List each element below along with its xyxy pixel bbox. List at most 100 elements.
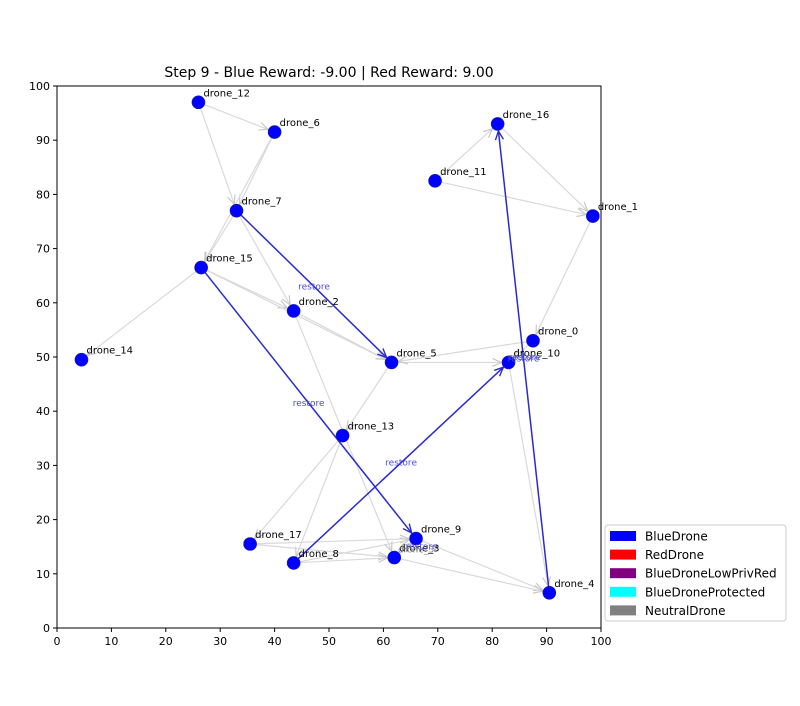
neutral-edge (255, 435, 344, 539)
neutral-edge (250, 539, 409, 545)
edge-labels: restorerestorerestorerestorerestoreresto… (293, 283, 542, 556)
legend-frame (604, 524, 787, 622)
legend-label: BlueDrone (645, 530, 708, 544)
restore-edge (235, 210, 387, 358)
legend: BlueDrone RedDrone BlueDroneLowPrivRed Blue… (604, 524, 787, 622)
neutral-edge (197, 102, 234, 204)
drone-label: drone_12 (203, 88, 250, 99)
neutral-edge (415, 538, 543, 591)
x-tick-label: 20 (159, 635, 173, 648)
edge-label: drone_3 (398, 545, 434, 555)
legend-label: BlueDroneProtected (645, 585, 765, 599)
neutral-edge (250, 543, 387, 557)
drone-node (191, 95, 206, 110)
x-tick-label: 30 (213, 635, 227, 648)
drone-label: drone_5 (397, 348, 437, 359)
drone-node (490, 117, 505, 131)
restore-edge-label: restore (298, 283, 330, 293)
x-tick-label: 60 (376, 635, 390, 648)
x-tick-label: 50 (322, 635, 336, 648)
drone-node (409, 531, 423, 546)
y-tick-label: 50 (36, 351, 50, 364)
drone-node (194, 260, 208, 275)
y-tick-label: 90 (36, 134, 50, 147)
edge-label: restore (509, 353, 541, 363)
drone-label: drone_15 (206, 254, 253, 265)
drone-label: drone_14 (86, 346, 133, 357)
legend-label: BlueDroneLowPrivRed (645, 567, 777, 581)
drone-node (286, 556, 301, 570)
legend-label: NeutralDrone (645, 604, 726, 618)
drone-node (542, 585, 557, 600)
legend-swatch (610, 605, 636, 616)
drone-label: drone_3 (399, 544, 439, 555)
x-tick-label: 40 (268, 635, 282, 648)
x-tick-label: 90 (540, 635, 554, 648)
drone-node (428, 174, 442, 188)
legend-swatch (610, 531, 636, 541)
y-tick-label: 0 (43, 622, 50, 635)
legend-swatch (610, 568, 636, 579)
drone-node (286, 304, 301, 318)
legend-label: RedDrone (645, 548, 704, 562)
drone-label: drone_6 (280, 118, 320, 129)
drone-label: drone_16 (503, 110, 550, 121)
y-tick-label: 30 (36, 459, 50, 472)
x-axis: 0 10 20 30 40 50 60 70 80 90 100 (54, 628, 612, 648)
neutral-edge (497, 123, 588, 211)
neutral-edge (205, 210, 238, 262)
neutral-edge (507, 362, 549, 585)
neutral-edge (346, 362, 393, 429)
neutral-edge (198, 101, 268, 129)
drone-node (526, 333, 540, 348)
drone-label: drone_10 (514, 348, 561, 359)
drone-label: drone_13 (348, 422, 395, 433)
drone-node (74, 352, 89, 367)
x-tick-label: 70 (431, 635, 445, 648)
y-axis: 0 10 20 30 40 50 60 70 80 90 100 (29, 80, 57, 635)
y-tick-label: 20 (36, 514, 50, 527)
y-tick-label: 70 (36, 243, 50, 256)
neutral-edge (296, 435, 344, 557)
drone-node (387, 550, 402, 565)
neutral-edge (536, 215, 594, 334)
restore-edge (498, 131, 551, 593)
restore-edge-label: restore (385, 459, 417, 469)
drone-label: drone_7 (242, 197, 282, 208)
drone-label: drone_8 (299, 549, 339, 560)
drone-label: drone_2 (299, 297, 339, 308)
y-tick-label: 40 (36, 405, 50, 418)
drone-node (501, 355, 516, 370)
neutral-edge (434, 180, 586, 215)
drone-node (335, 428, 350, 443)
drone-nodes: drone_0 drone_1 drone_2 drone_3 drone_4 drone… (74, 88, 638, 600)
legend-swatch (610, 586, 636, 597)
x-tick-label: 0 (54, 635, 61, 648)
drone-node (267, 125, 282, 139)
neutral-edge (398, 340, 534, 362)
drone-label: drone_1 (598, 202, 638, 213)
neutral-edge (235, 210, 291, 305)
y-tick-label: 80 (36, 188, 50, 201)
drone-label: drone_11 (440, 167, 487, 178)
restore-edge (293, 367, 504, 564)
edge-label: restore (406, 543, 438, 553)
neutral-edge (87, 267, 202, 356)
drone-node (586, 209, 600, 223)
restore-edge-label: restore (508, 354, 540, 364)
neutral-edge (204, 131, 276, 261)
drone-label: drone_0 (538, 327, 578, 338)
drone-node (243, 537, 257, 551)
x-tick-label: 10 (104, 635, 118, 648)
drone-label: drone_4 (554, 579, 594, 590)
drone-node (229, 203, 244, 218)
neutral-edge (240, 131, 276, 204)
drone-label: drone_17 (255, 530, 302, 541)
y-tick-label: 10 (36, 568, 50, 581)
drone-node (384, 355, 399, 370)
restore-edge (200, 267, 412, 534)
legend-swatch (610, 549, 636, 560)
restore-edges (200, 131, 551, 593)
drone-label: drone_9 (421, 525, 461, 536)
